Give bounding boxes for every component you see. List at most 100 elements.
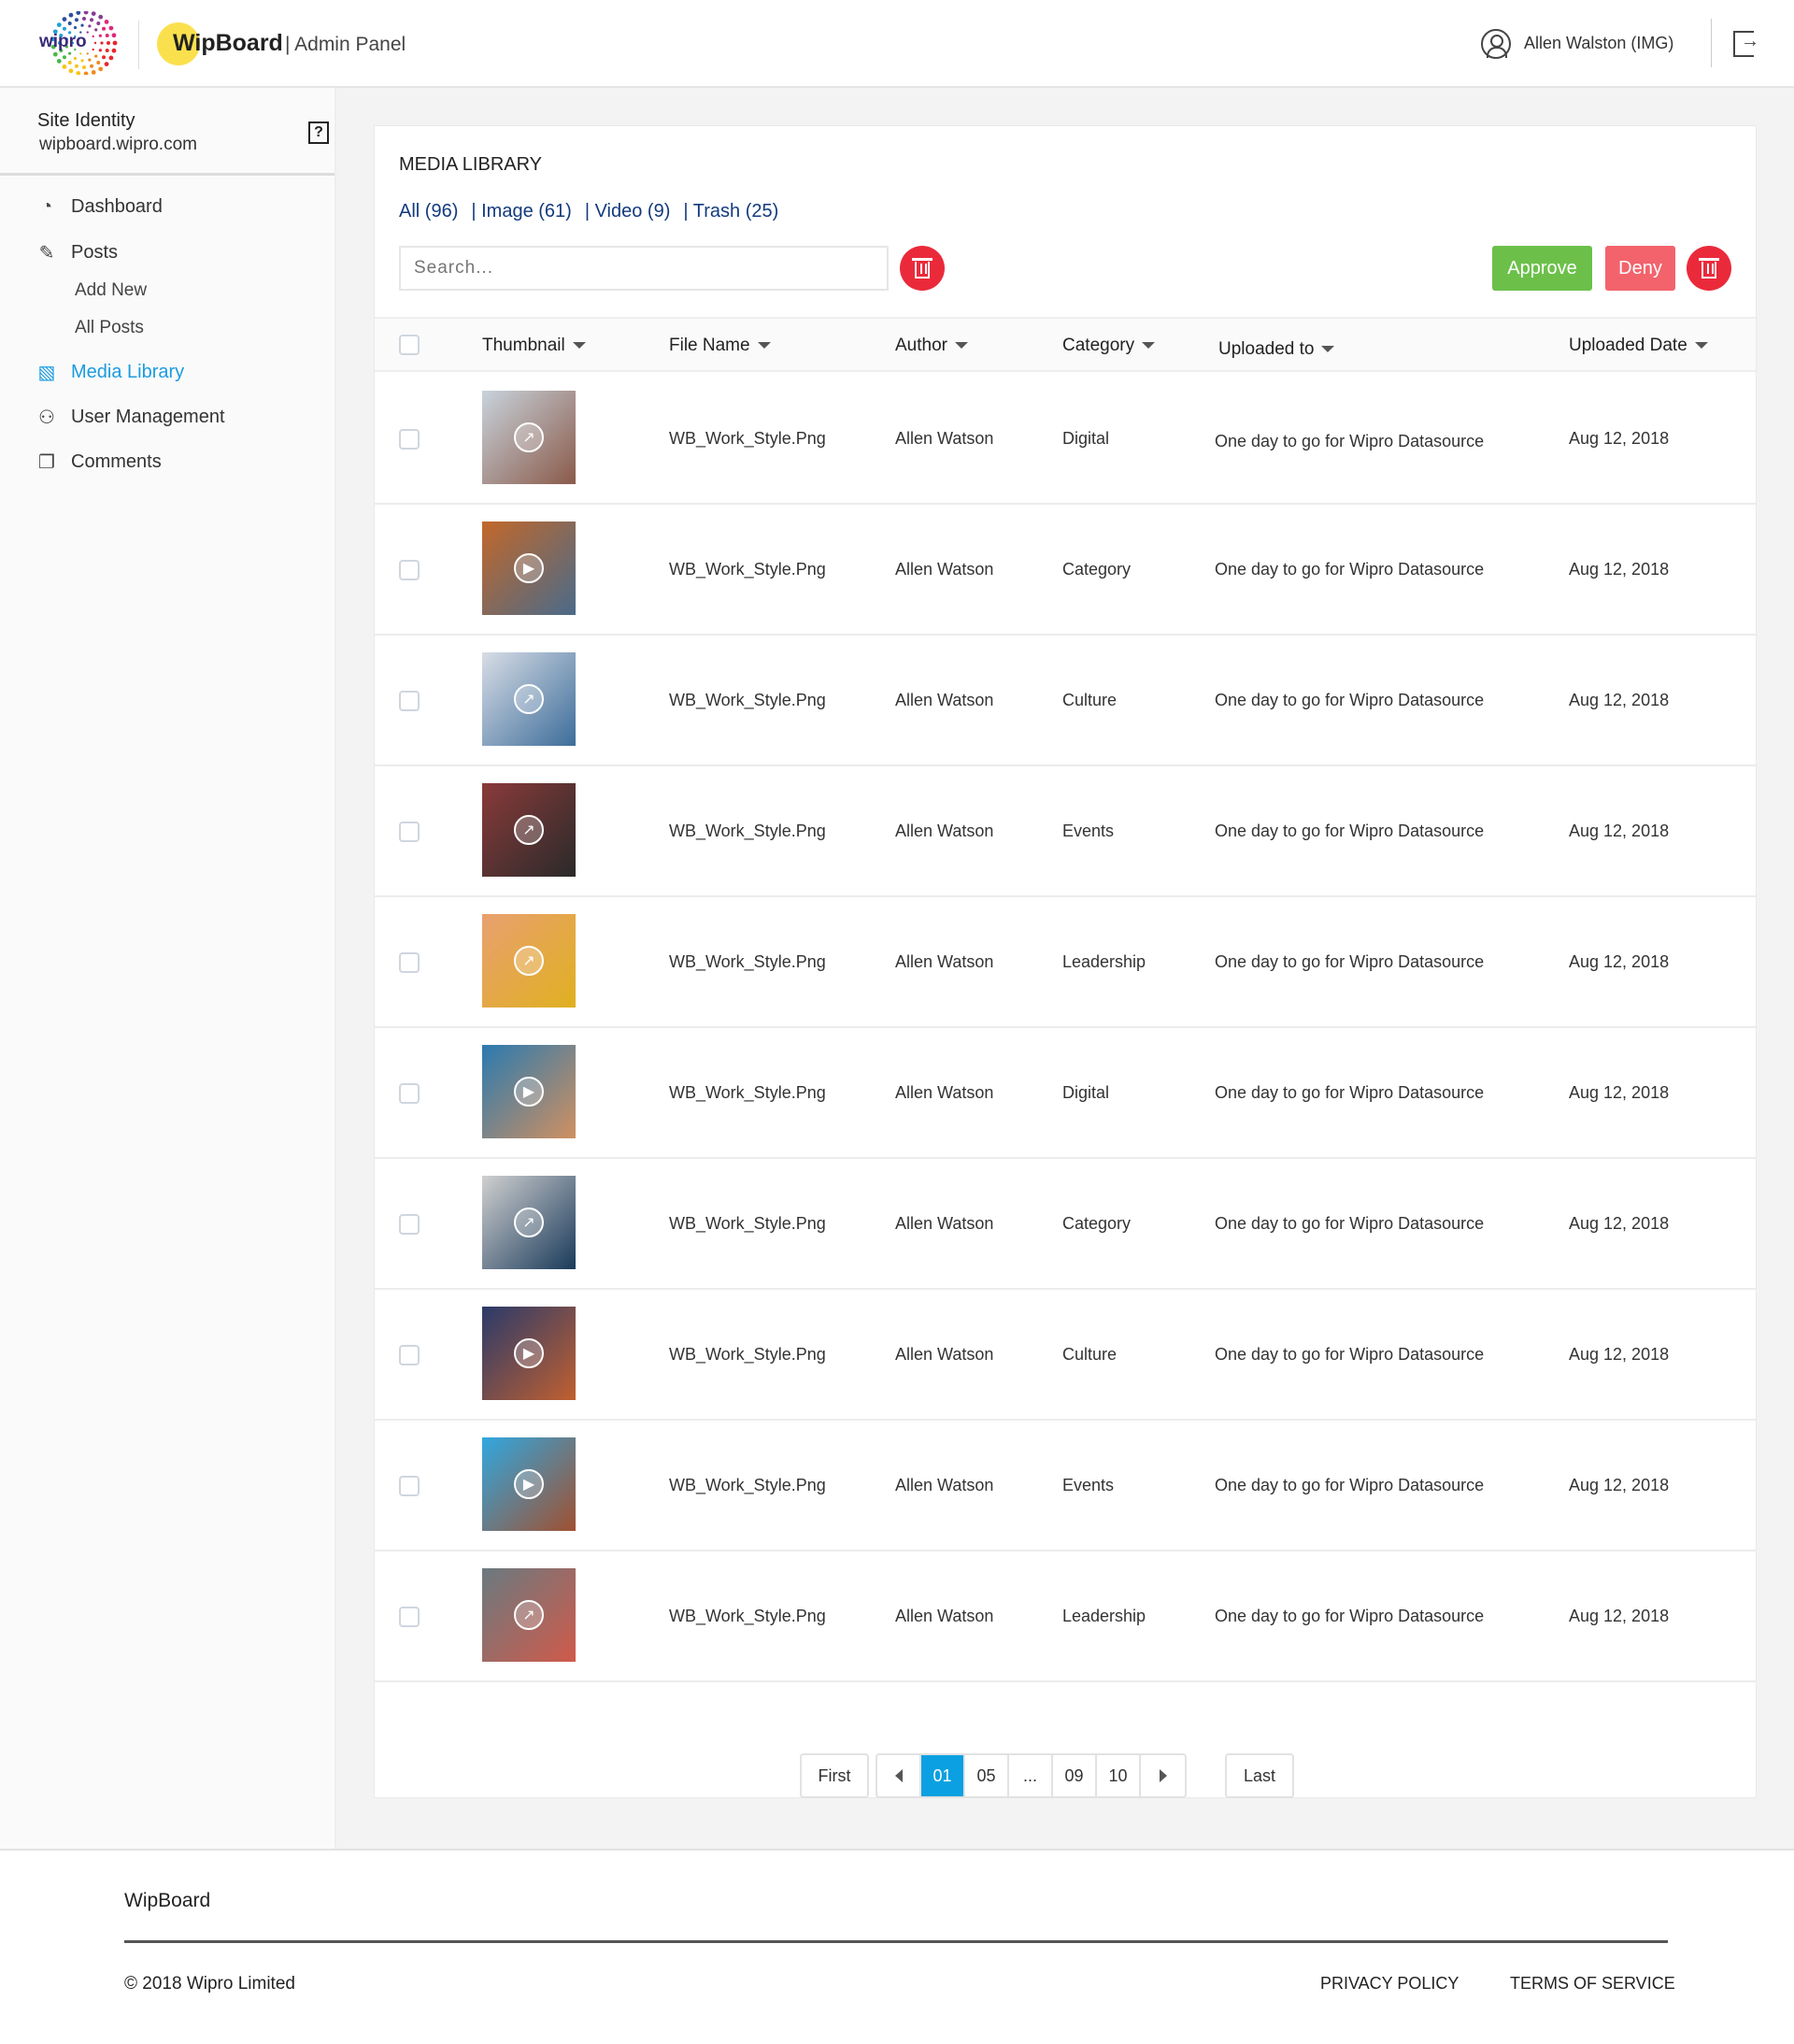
logo-dot bbox=[112, 40, 118, 46]
logo-dot bbox=[96, 61, 101, 65]
file-name[interactable]: WB_Work_Style.Png bbox=[669, 1214, 826, 1233]
delete-search-button[interactable] bbox=[900, 246, 945, 291]
file-name[interactable]: WB_Work_Style.Png bbox=[669, 952, 826, 971]
pagination-page[interactable]: 01 bbox=[921, 1755, 965, 1796]
pagination-first[interactable]: First bbox=[800, 1753, 869, 1798]
row-checkbox[interactable] bbox=[399, 1476, 420, 1496]
row-checkbox[interactable] bbox=[399, 822, 420, 842]
thumbnail-image[interactable]: ↗ bbox=[482, 1176, 576, 1269]
expand-arrow-icon[interactable]: ↗ bbox=[514, 1208, 544, 1237]
pagination-last[interactable]: Last bbox=[1225, 1753, 1294, 1798]
sidebar-item-comments[interactable]: ❐ Comments bbox=[36, 450, 162, 474]
play-icon[interactable]: ▶ bbox=[514, 1338, 544, 1368]
user-avatar-icon[interactable] bbox=[1481, 29, 1511, 59]
pagination-page[interactable]: 10 bbox=[1097, 1755, 1141, 1796]
filter-image[interactable]: | Image (61) bbox=[471, 201, 572, 222]
column-uploaded-date[interactable]: Uploaded Date bbox=[1569, 336, 1708, 356]
uploaded-to[interactable]: One day to go for Wipro Datasource bbox=[1215, 691, 1485, 709]
terms-of-service-link[interactable]: TERMS OF SERVICE bbox=[1510, 1974, 1675, 1993]
uploaded-date: Aug 12, 2018 bbox=[1569, 691, 1670, 709]
thumbnail-image[interactable]: ▶ bbox=[482, 1045, 576, 1138]
filter-tabs: All (96) | Image (61) | Video (9) | Tras… bbox=[399, 201, 778, 222]
column-thumbnail[interactable]: Thumbnail bbox=[482, 336, 586, 356]
filter-video[interactable]: | Video (9) bbox=[584, 201, 671, 222]
logo-dot bbox=[71, 41, 75, 45]
column-author[interactable]: Author bbox=[895, 336, 968, 356]
pagination-prev[interactable] bbox=[877, 1755, 921, 1796]
row-checkbox[interactable] bbox=[399, 560, 420, 580]
user-name[interactable]: Allen Walston (IMG) bbox=[1524, 34, 1674, 52]
privacy-policy-link[interactable]: PRIVACY POLICY bbox=[1320, 1974, 1459, 1993]
logo-dot bbox=[50, 44, 56, 50]
sidebar-item-media-library[interactable]: ▧ Media Library bbox=[36, 361, 185, 384]
column-category[interactable]: Category bbox=[1062, 336, 1155, 356]
row-checkbox[interactable] bbox=[399, 1214, 420, 1235]
sidebar-item-posts[interactable]: ✎ Posts bbox=[36, 241, 118, 264]
thumbnail-image[interactable]: ↗ bbox=[482, 914, 576, 1008]
deny-button[interactable]: Deny bbox=[1605, 246, 1675, 291]
table-row: ↗ WB_Work_Style.Png Allen Watson Culture One… bbox=[375, 636, 1756, 766]
file-name[interactable]: WB_Work_Style.Png bbox=[669, 822, 826, 840]
uploaded-to[interactable]: One day to go for Wipro Datasource bbox=[1215, 1345, 1485, 1364]
thumbnail-image[interactable]: ▶ bbox=[482, 522, 576, 615]
logo-dot bbox=[91, 11, 96, 17]
logo-dot bbox=[91, 69, 96, 75]
pagination-page[interactable]: 05 bbox=[965, 1755, 1009, 1796]
filter-trash[interactable]: | Trash (25) bbox=[683, 201, 779, 222]
expand-arrow-icon[interactable]: ↗ bbox=[514, 422, 544, 452]
uploaded-to[interactable]: One day to go for Wipro Datasource bbox=[1215, 1083, 1485, 1102]
uploaded-to[interactable]: One day to go for Wipro Datasource bbox=[1215, 1476, 1485, 1494]
file-name[interactable]: WB_Work_Style.Png bbox=[669, 1607, 826, 1625]
table-row: ↗ WB_Work_Style.Png Allen Watson Category On… bbox=[375, 1159, 1756, 1290]
row-checkbox[interactable] bbox=[399, 1345, 420, 1365]
file-name[interactable]: WB_Work_Style.Png bbox=[669, 691, 826, 709]
row-checkbox[interactable] bbox=[399, 429, 420, 450]
uploaded-to[interactable]: One day to go for Wipro Datasource bbox=[1215, 560, 1485, 579]
file-name[interactable]: WB_Work_Style.Png bbox=[669, 1476, 826, 1494]
row-checkbox[interactable] bbox=[399, 1607, 420, 1627]
sidebar-item-all-posts[interactable]: All Posts bbox=[75, 318, 144, 337]
thumbnail-image[interactable]: ▶ bbox=[482, 1437, 576, 1531]
copyright: © 2018 Wipro Limited bbox=[124, 1974, 295, 1994]
play-icon[interactable]: ▶ bbox=[514, 1077, 544, 1107]
pagination-next[interactable] bbox=[1141, 1755, 1185, 1796]
expand-arrow-icon[interactable]: ↗ bbox=[514, 1600, 544, 1630]
sidebar-item-user-management[interactable]: ⚇ User Management bbox=[36, 406, 225, 429]
thumbnail-image[interactable]: ↗ bbox=[482, 391, 576, 484]
file-name[interactable]: WB_Work_Style.Png bbox=[669, 1345, 826, 1364]
thumbnail-image[interactable]: ↗ bbox=[482, 1568, 576, 1662]
uploaded-to[interactable]: One day to go for Wipro Datasource bbox=[1215, 822, 1485, 840]
row-checkbox[interactable] bbox=[399, 1083, 420, 1104]
column-uploaded-to[interactable]: Uploaded to bbox=[1218, 339, 1334, 360]
pagination-page[interactable]: 09 bbox=[1053, 1755, 1097, 1796]
thumbnail-image[interactable]: ▶ bbox=[482, 1307, 576, 1400]
sidebar-item-dashboard[interactable]: ◔ Dashboard bbox=[36, 196, 163, 218]
expand-arrow-icon[interactable]: ↗ bbox=[514, 684, 544, 714]
approve-button[interactable]: Approve bbox=[1492, 246, 1592, 291]
row-checkbox[interactable] bbox=[399, 691, 420, 711]
expand-arrow-icon[interactable]: ↗ bbox=[514, 815, 544, 845]
expand-arrow-icon[interactable]: ↗ bbox=[514, 946, 544, 976]
search-input[interactable] bbox=[399, 246, 889, 291]
thumbnail-image[interactable]: ↗ bbox=[482, 652, 576, 746]
uploaded-to[interactable]: One day to go for Wipro Datasource bbox=[1215, 432, 1485, 450]
row-checkbox[interactable] bbox=[399, 952, 420, 973]
play-icon[interactable]: ▶ bbox=[514, 553, 544, 583]
uploaded-to[interactable]: One day to go for Wipro Datasource bbox=[1215, 1214, 1485, 1233]
delete-selected-button[interactable] bbox=[1687, 246, 1731, 291]
help-icon[interactable]: ? bbox=[308, 121, 329, 144]
logo-dot bbox=[108, 55, 114, 61]
file-name[interactable]: WB_Work_Style.Png bbox=[669, 429, 826, 448]
filter-all[interactable]: All (96) bbox=[399, 201, 459, 222]
file-name[interactable]: WB_Work_Style.Png bbox=[669, 560, 826, 579]
select-all-checkbox[interactable] bbox=[399, 335, 420, 355]
uploaded-to[interactable]: One day to go for Wipro Datasource bbox=[1215, 952, 1485, 971]
column-file-name[interactable]: File Name bbox=[669, 336, 771, 356]
logout-icon[interactable] bbox=[1733, 31, 1759, 57]
sidebar-item-add-new[interactable]: Add New bbox=[75, 280, 148, 300]
play-icon[interactable]: ▶ bbox=[514, 1469, 544, 1499]
file-name[interactable]: WB_Work_Style.Png bbox=[669, 1083, 826, 1102]
thumbnail-image[interactable]: ↗ bbox=[482, 783, 576, 877]
logo-dot bbox=[76, 71, 81, 76]
uploaded-to[interactable]: One day to go for Wipro Datasource bbox=[1215, 1607, 1485, 1625]
